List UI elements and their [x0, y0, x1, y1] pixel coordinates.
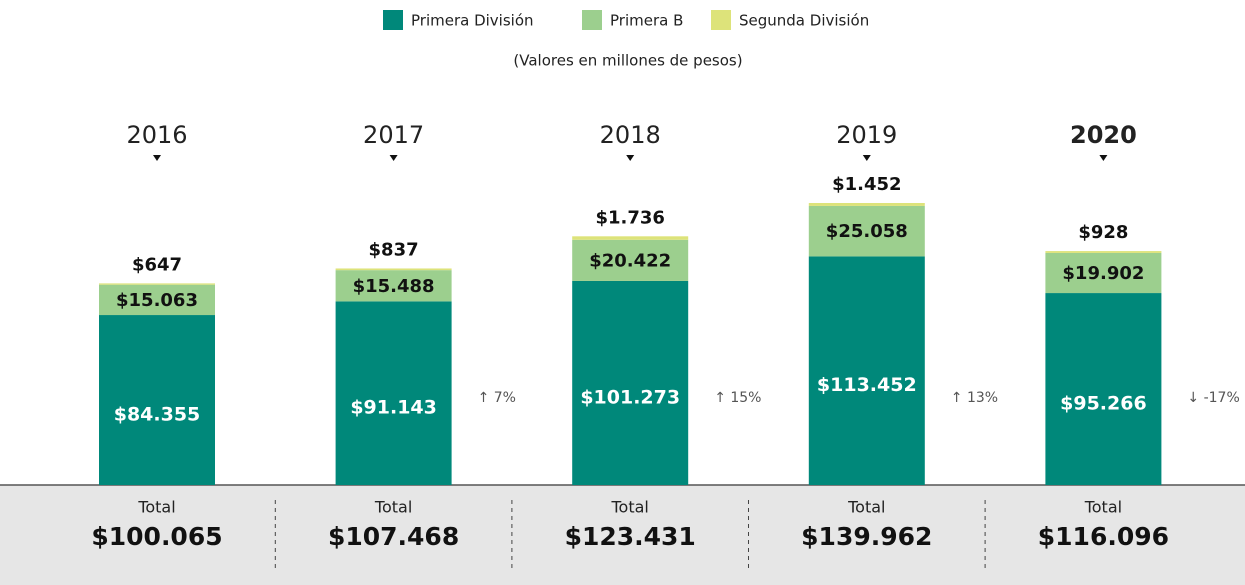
bar-segment: [335, 270, 452, 302]
value-label: $15.063: [116, 290, 198, 311]
bar-segment: [572, 239, 689, 281]
value-label: $1.452: [832, 174, 901, 195]
bar-segment: [335, 301, 452, 485]
year-label: 2016: [126, 121, 187, 149]
change-label: ↑ 13%: [951, 390, 998, 406]
value-label: $928: [1078, 222, 1128, 243]
year-label: 2019: [836, 121, 897, 149]
value-label: $91.143: [350, 397, 437, 419]
bar-segment: [335, 268, 452, 271]
total-caption: Total: [847, 498, 885, 517]
subtitle: (Valores en millones de pesos): [513, 52, 742, 70]
legend-label: Segunda División: [739, 12, 869, 30]
total-value: $139.962: [801, 522, 932, 551]
change-label: ↑ 15%: [714, 390, 761, 406]
legend-label: Primera División: [411, 12, 534, 30]
value-label: $15.488: [353, 276, 435, 297]
value-label: $1.736: [595, 207, 664, 228]
legend-swatch: [582, 10, 602, 30]
value-label: $101.273: [580, 386, 680, 408]
value-label: $20.422: [589, 250, 671, 271]
footer-band: [0, 485, 1245, 585]
year-label: 2017: [363, 121, 424, 149]
value-label: $647: [132, 254, 182, 275]
year-marker: [389, 155, 398, 161]
bar-segment: [572, 280, 689, 485]
year-marker: [1099, 155, 1108, 161]
total-value: $123.431: [565, 522, 696, 551]
total-caption: Total: [137, 498, 175, 517]
legend-swatch: [383, 10, 403, 30]
bar-segment: [808, 256, 925, 485]
year-marker: [862, 155, 871, 161]
value-label: $95.266: [1060, 393, 1147, 415]
bar-segment: [1045, 251, 1162, 253]
year-label: 2020: [1070, 121, 1137, 149]
year-marker: [153, 155, 161, 161]
bar-segment: [99, 283, 215, 285]
bar-segment: [99, 315, 215, 485]
legend-label: Primera B: [610, 12, 683, 30]
total-value: $116.096: [1038, 522, 1169, 551]
total-value: $100.065: [91, 522, 222, 551]
bar-segment: [572, 236, 689, 240]
value-label: $837: [369, 239, 419, 260]
bar-segment: [1045, 293, 1162, 485]
total-caption: Total: [1084, 498, 1122, 517]
bar-segment: [99, 284, 215, 316]
total-caption: Total: [374, 498, 412, 517]
change-label: ↑ 7%: [478, 390, 516, 406]
total-caption: Total: [611, 498, 649, 517]
bar-segment: [1045, 252, 1162, 294]
value-label: $19.902: [1062, 263, 1144, 284]
bar-segment: [808, 203, 925, 206]
total-value: $107.468: [328, 522, 459, 551]
value-label: $113.452: [817, 374, 917, 396]
legend-swatch: [711, 10, 731, 30]
bar-segment: [808, 205, 925, 257]
change-label: ↓ -17%: [1187, 390, 1239, 406]
value-label: $84.355: [114, 404, 201, 426]
year-marker: [626, 155, 635, 161]
year-label: 2018: [600, 121, 661, 149]
value-label: $25.058: [826, 221, 908, 242]
